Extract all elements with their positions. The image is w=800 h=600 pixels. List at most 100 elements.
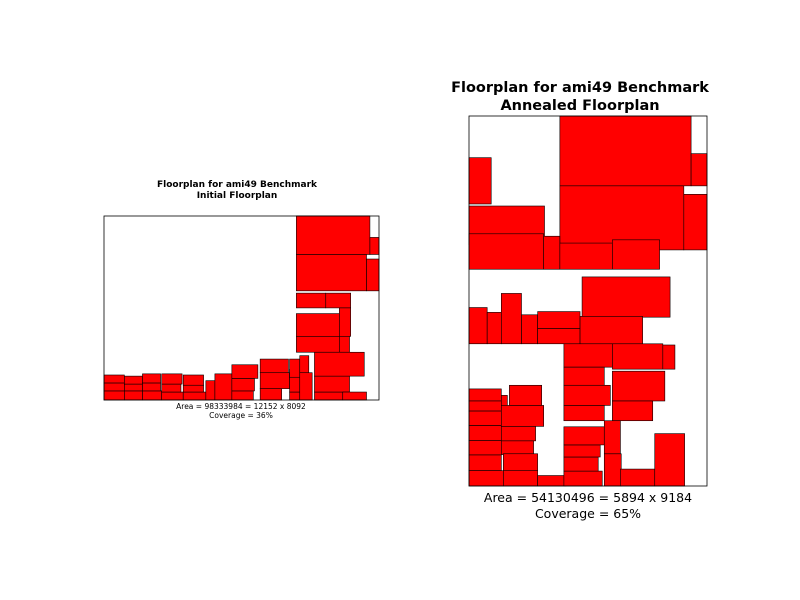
floorplan-block xyxy=(612,400,654,422)
floorplan-block xyxy=(142,373,161,384)
floorplan-block xyxy=(563,456,599,472)
floorplan-block xyxy=(231,390,254,401)
floorplan-block xyxy=(124,375,143,385)
floorplan-block xyxy=(500,405,544,427)
floorplan-block xyxy=(579,316,643,345)
floorplan-block xyxy=(214,373,233,401)
floorplan-block xyxy=(142,390,163,401)
floorplan-block xyxy=(503,453,538,471)
floorplan-block xyxy=(468,454,502,471)
initial-blocks xyxy=(103,215,380,401)
floorplan-block xyxy=(103,374,125,384)
floorplan-block xyxy=(339,336,350,353)
floorplan-block xyxy=(563,405,605,422)
annealed-title: Floorplan for ami49 Benchmark xyxy=(451,80,709,96)
floorplan-block xyxy=(325,292,351,309)
floorplan-block xyxy=(612,343,664,370)
floorplan-block xyxy=(142,382,161,392)
floorplan-block xyxy=(500,426,536,442)
floorplan-block xyxy=(563,384,611,406)
floorplan-block xyxy=(296,215,371,255)
floorplan-block xyxy=(289,391,301,401)
floorplan-block xyxy=(299,355,310,374)
floorplan-block xyxy=(500,440,534,455)
floorplan-block xyxy=(486,312,502,345)
floorplan-block xyxy=(259,358,289,374)
floorplan-block xyxy=(563,470,603,487)
initial-plot-frame xyxy=(103,215,380,401)
floorplan-block xyxy=(662,344,676,370)
floorplan-block xyxy=(314,351,365,377)
floorplan-block xyxy=(103,382,125,392)
initial-title: Floorplan for ami49 Benchmark xyxy=(157,180,318,190)
floorplan-block xyxy=(314,375,350,393)
floorplan-block xyxy=(537,328,581,345)
annealed-coverage-caption: Coverage = 65% xyxy=(535,506,641,521)
floorplan-block xyxy=(342,391,367,401)
floorplan-block xyxy=(559,242,613,270)
floorplan-block xyxy=(366,258,380,292)
annealed-subtitle: Annealed Floorplan xyxy=(500,98,659,114)
floorplan-block xyxy=(296,336,340,353)
floorplan-block xyxy=(563,343,613,368)
floorplan-block xyxy=(537,475,567,487)
floorplan-block xyxy=(468,307,488,345)
floorplan-block xyxy=(299,372,313,401)
floorplan-block xyxy=(468,157,492,205)
floorplan-block xyxy=(521,314,538,345)
floorplan-block xyxy=(620,468,656,487)
floorplan-block xyxy=(259,372,290,389)
floorplan-block xyxy=(612,370,666,402)
floorplan-block xyxy=(231,364,259,379)
floorplan-block xyxy=(296,292,327,309)
floorplan-block xyxy=(205,380,216,401)
floorplan-block xyxy=(161,391,184,401)
annealed-plot-frame xyxy=(468,115,708,487)
floorplan-block xyxy=(259,388,282,401)
floorplan-block xyxy=(690,153,708,187)
floorplan-block xyxy=(509,384,542,406)
floorplan-block xyxy=(683,194,708,251)
floorplan-block xyxy=(314,391,344,401)
floorplan-block xyxy=(103,390,125,401)
subplot-annealed: Floorplan for ami49 Benchmark Annealed F… xyxy=(451,80,709,521)
initial-area-caption: Area = 98333984 = 12152 x 8092 xyxy=(176,402,306,411)
initial-coverage-caption: Coverage = 36% xyxy=(209,411,273,420)
floorplan-block xyxy=(537,311,581,329)
floorplan-block xyxy=(563,366,605,386)
floorplan-block xyxy=(559,185,685,251)
floorplan-block xyxy=(339,307,351,337)
floorplan-block xyxy=(161,373,183,385)
floorplan-block xyxy=(182,384,204,393)
floorplan-block xyxy=(468,440,502,456)
floorplan-block xyxy=(563,444,601,458)
floorplan-block xyxy=(603,453,622,487)
floorplan-block xyxy=(500,293,522,345)
floorplan-block xyxy=(231,378,255,392)
floorplan-block xyxy=(468,233,544,270)
floorplan-block xyxy=(543,235,561,270)
annealed-area-caption: Area = 54130496 = 5894 x 9184 xyxy=(484,490,692,505)
floorplan-block xyxy=(296,313,340,337)
floorplan-block xyxy=(503,470,538,487)
floorplan-block xyxy=(124,390,143,401)
floorplan-block xyxy=(468,400,502,412)
floorplan-block xyxy=(654,433,685,487)
floorplan-block xyxy=(468,388,502,402)
floorplan-block xyxy=(559,115,692,187)
subplot-initial: Floorplan for ami49 Benchmark Initial Fl… xyxy=(103,180,380,420)
floorplan-block xyxy=(289,358,301,378)
floorplan-block xyxy=(296,254,367,292)
floorplan-block xyxy=(161,383,182,393)
floorplan-block xyxy=(612,239,660,270)
floorplan-block xyxy=(182,374,204,386)
floorplan-block xyxy=(124,383,143,392)
floorplan-block xyxy=(581,276,671,318)
annealed-blocks xyxy=(468,115,708,487)
initial-subtitle: Initial Floorplan xyxy=(197,191,278,201)
floorplan-block xyxy=(603,420,621,455)
floorplan-block xyxy=(182,391,207,401)
floorplan-block xyxy=(468,470,504,487)
floorplan-block xyxy=(468,410,502,426)
